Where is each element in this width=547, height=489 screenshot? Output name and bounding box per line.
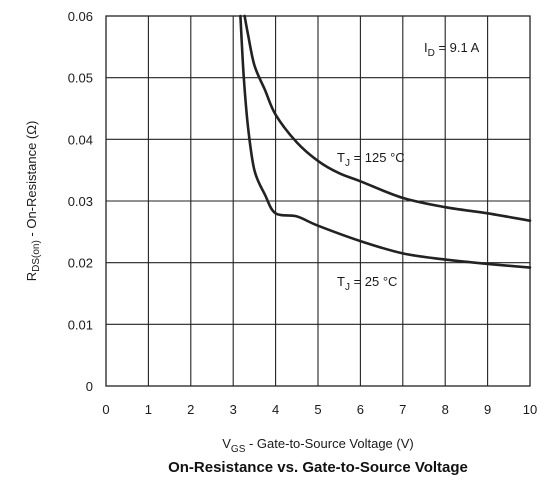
y-tick-label: 0.02 [68,256,93,271]
y-tick-label: 0.01 [68,317,93,332]
x-tick-label: 7 [399,402,406,417]
x-tick-label: 2 [187,402,194,417]
series-line-2 [239,14,532,269]
annotation-id: ID = 9.1 A [424,40,480,59]
grid [106,16,530,386]
chart-title: On-Resistance vs. Gate-to-Source Voltage [168,459,468,476]
y-tick-label: 0.05 [68,71,93,86]
y-tick-label: 0.04 [68,132,93,147]
series-lines [239,14,532,269]
y-tick-label: 0.06 [68,9,93,24]
annotation-tj25: TJ = 25 °C [337,274,397,293]
x-tick-label: 0 [102,402,109,417]
x-tick-label: 10 [523,402,537,417]
x-tick-label: 1 [145,402,152,417]
x-tick-label: 8 [442,402,449,417]
x-tick-labels: 0 1 2 3 4 5 6 7 8 9 10 [102,402,537,417]
x-tick-label: 4 [272,402,279,417]
y-axis-label: RDS(on) - On-Resistance (Ω) [24,121,42,282]
x-tick-label: 6 [357,402,364,417]
x-tick-label: 5 [314,402,321,417]
y-tick-labels: 0 0.01 0.02 0.03 0.04 0.05 0.06 [68,9,93,394]
x-tick-label: 9 [484,402,491,417]
annotation-tj125: TJ = 125 °C [337,150,405,169]
series-line-1 [243,14,532,222]
y-tick-label: 0.03 [68,194,93,209]
x-axis-label: VGS - Gate-to-Source Voltage (V) [222,436,413,455]
x-tick-label: 3 [230,402,237,417]
y-tick-label: 0 [86,379,93,394]
